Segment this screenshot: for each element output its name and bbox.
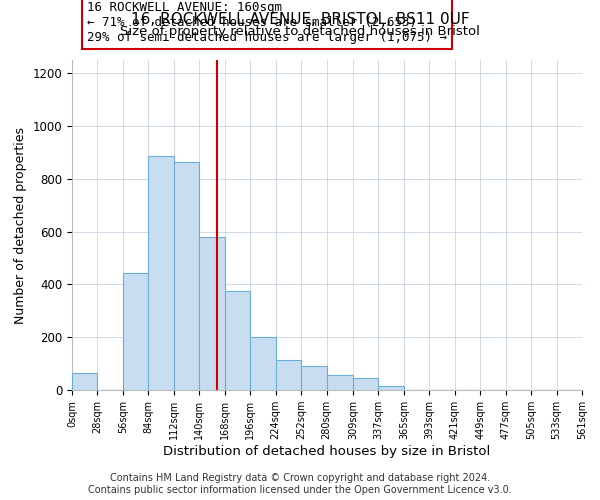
Bar xyxy=(326,376,353,390)
Text: 16, ROCKWELL AVENUE, BRISTOL, BS11 0UF: 16, ROCKWELL AVENUE, BRISTOL, BS11 0UF xyxy=(131,12,469,28)
Bar xyxy=(174,162,199,390)
Bar xyxy=(250,337,275,390)
Bar xyxy=(225,291,250,390)
Bar xyxy=(379,386,404,390)
Bar xyxy=(353,378,379,390)
Bar xyxy=(148,156,174,390)
Bar xyxy=(123,272,148,390)
Text: 16 ROCKWELL AVENUE: 160sqm
← 71% of detached houses are smaller (2,653)
29% of s: 16 ROCKWELL AVENUE: 160sqm ← 71% of deta… xyxy=(88,0,448,44)
X-axis label: Distribution of detached houses by size in Bristol: Distribution of detached houses by size … xyxy=(163,445,491,458)
Bar xyxy=(72,373,97,390)
Bar xyxy=(199,237,225,390)
Text: Contains HM Land Registry data © Crown copyright and database right 2024.
Contai: Contains HM Land Registry data © Crown c… xyxy=(88,474,512,495)
Bar xyxy=(275,360,301,390)
Y-axis label: Number of detached properties: Number of detached properties xyxy=(14,126,27,324)
Bar xyxy=(301,366,326,390)
Text: Size of property relative to detached houses in Bristol: Size of property relative to detached ho… xyxy=(120,25,480,38)
